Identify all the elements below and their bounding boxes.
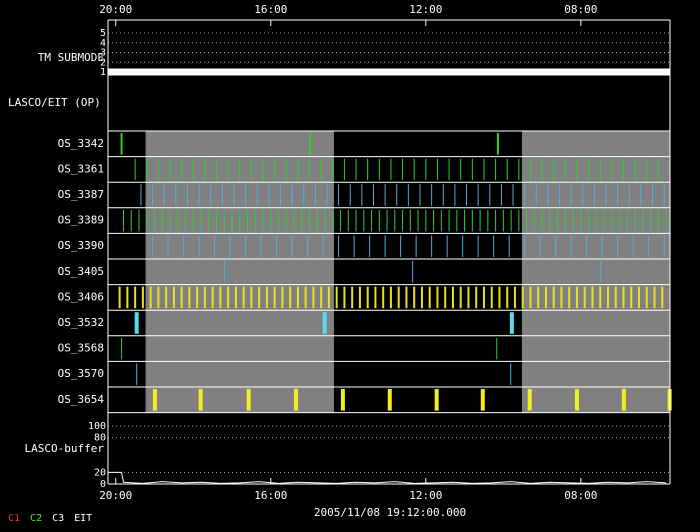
- y-tick-label: 5: [100, 28, 106, 39]
- row-label: OS_3387: [58, 188, 104, 201]
- legend-entry: C2: [30, 513, 42, 524]
- y-tick-label: 0: [100, 479, 106, 490]
- row-label: OS_3654: [58, 393, 105, 406]
- row-label: OS_3406: [58, 290, 104, 303]
- x-tick-label: 12:00: [409, 3, 442, 16]
- submode-label: TM SUBMODE: [38, 51, 104, 64]
- y-tick-label: 80: [94, 433, 106, 444]
- row-label: OS_3405: [58, 265, 104, 278]
- row-label: OS_3342: [58, 137, 104, 150]
- y-tick-label: 3: [100, 48, 106, 59]
- x-label: 2005/11/08 19:12:00.000: [314, 506, 466, 519]
- section-label: LASCO/EIT (OP): [8, 96, 101, 109]
- y-tick-label: 100: [88, 421, 106, 432]
- y-tick-label: 4: [100, 38, 106, 49]
- row-label: OS_3389: [58, 214, 104, 227]
- x-tick-label: 08:00: [564, 489, 597, 502]
- y-tick-label: 20: [94, 467, 106, 478]
- y-tick-label: 2: [100, 57, 106, 68]
- row-label: OS_3570: [58, 367, 104, 380]
- y-tick-label: 1: [100, 67, 106, 78]
- x-tick-label: 20:00: [99, 489, 132, 502]
- row-label: OS_3361: [58, 162, 104, 175]
- legend-entry: C1: [8, 513, 20, 524]
- row-label: OS_3568: [58, 342, 104, 355]
- x-tick-label: 08:00: [564, 3, 597, 16]
- x-tick-label: 12:00: [409, 489, 442, 502]
- row-label: OS_3390: [58, 239, 104, 252]
- x-tick-label: 20:00: [99, 3, 132, 16]
- x-tick-label: 16:00: [254, 3, 287, 16]
- buffer-line: [108, 471, 667, 484]
- row-label: OS_3532: [58, 316, 104, 329]
- legend-entry: EIT: [74, 513, 92, 524]
- legend-entry: C3: [52, 513, 64, 524]
- shaded-interval: [521, 131, 670, 413]
- x-tick-label: 16:00: [254, 489, 287, 502]
- buffer-label: LASCO-buffer: [25, 442, 105, 455]
